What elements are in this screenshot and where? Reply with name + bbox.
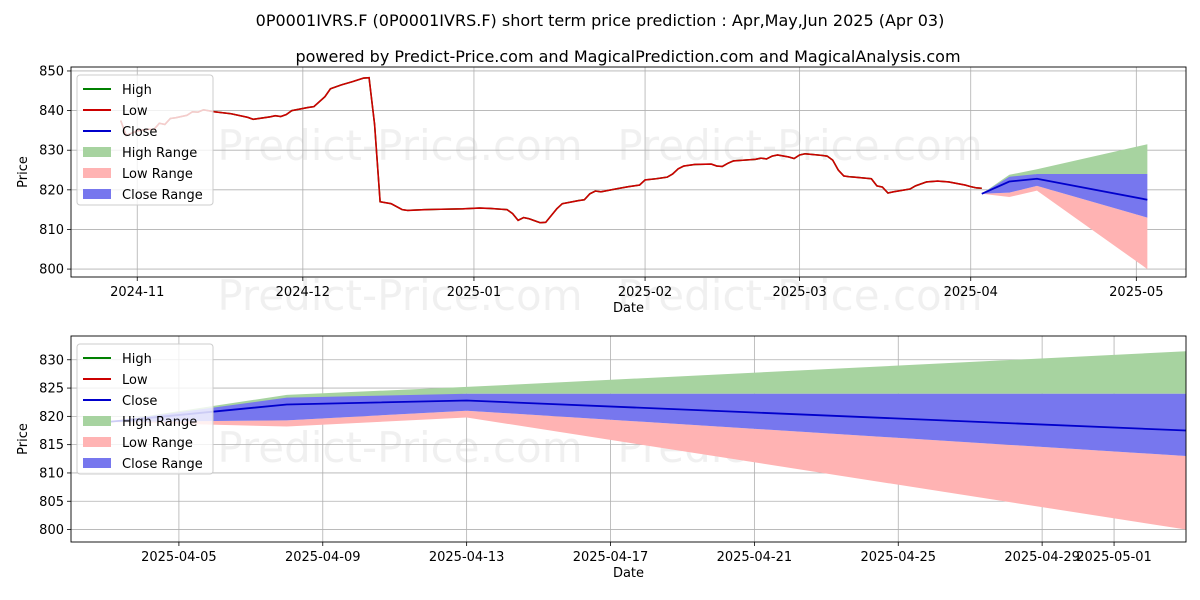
legend-label: High — [122, 83, 152, 98]
plot-frame — [70, 335, 1187, 543]
series-layer — [119, 76, 1148, 270]
x-tick-label: 2025-04-25 — [860, 550, 936, 565]
x-tick-label: 2024-12 — [276, 285, 330, 300]
close-line — [981, 177, 1148, 201]
y-tick-label: 830 — [39, 144, 64, 159]
watermark-text: Predict-Price.com — [217, 271, 582, 320]
legend-swatch-high-range — [83, 416, 111, 426]
x-axis-label: Date — [613, 566, 644, 581]
x-tick-label: 2025-03 — [772, 285, 826, 300]
legend-label: Low — [122, 104, 148, 119]
watermark-text: Predict-Price.com — [217, 121, 582, 170]
legend: High Low Close High Range Low Range Close Ran… — [76, 74, 214, 206]
x-axis-label: Date — [613, 301, 644, 316]
low-range-band — [981, 185, 1148, 270]
y-tick-label: 825 — [39, 382, 64, 397]
x-tick-label: 2025-04-09 — [285, 550, 361, 565]
x-tick-label: 2025-04-13 — [429, 550, 505, 565]
high-range-band — [106, 351, 1186, 423]
x-tick-label: 2025-01 — [447, 285, 501, 300]
y-tick-label: 800 — [39, 523, 64, 538]
close-range-band — [106, 393, 1186, 456]
legend-label: Low Range — [122, 436, 193, 451]
legend-label: High — [122, 352, 152, 367]
low-line — [119, 76, 982, 224]
x-tick-label: 2024-11 — [110, 285, 164, 300]
close-range-band — [981, 173, 1148, 218]
legend-label: Close Range — [122, 457, 203, 472]
x-tick-label: 2025-02 — [618, 285, 672, 300]
chart-title: 0P0001IVRS.F (0P0001IVRS.F) short term p… — [256, 11, 945, 30]
plot-frame — [70, 66, 1187, 278]
legend-swatch-low-range — [83, 168, 111, 178]
x-tick-label: 2025-04-17 — [573, 550, 649, 565]
x-tick-label: 2025-04-21 — [717, 550, 793, 565]
legend: High Low Close High Range Low Range Close Ran… — [76, 343, 214, 475]
x-tick-label: 2025-04 — [944, 285, 998, 300]
legend-label: Close Range — [122, 188, 203, 203]
plot-area — [71, 67, 1186, 277]
low-range-band — [106, 410, 1186, 530]
y-axis-label: Price — [16, 156, 31, 188]
y-tick-label: 840 — [39, 104, 64, 119]
x-tick-label: 2025-04-05 — [141, 550, 217, 565]
y-tick-label: 805 — [39, 495, 64, 510]
legend-label: Close — [122, 125, 157, 140]
legend-label: Close — [122, 394, 157, 409]
y-tick-label: 815 — [39, 438, 64, 453]
forecast-zoom-panel: Predict-Price.comPredict-Price.com2025-0… — [16, 335, 1187, 581]
y-tick-label: 820 — [39, 183, 64, 198]
y-tick-label: 820 — [39, 410, 64, 425]
y-tick-label: 810 — [39, 466, 64, 481]
legend-swatch-high-range — [83, 147, 111, 157]
full-range-panel: Predict-Price.com Predict-Price.comPredic… — [16, 64, 1187, 320]
legend-label: Low — [122, 373, 148, 388]
high-range-band — [981, 144, 1148, 194]
y-axis-label: Price — [16, 423, 31, 455]
watermark-text: Predict-Price.com — [217, 423, 582, 472]
legend-swatch-close-range — [83, 458, 111, 468]
legend-label: High Range — [122, 146, 197, 161]
x-tick-label: 2025-05 — [1109, 285, 1163, 300]
legend-label: High Range — [122, 415, 197, 430]
legend-swatch-low-range — [83, 437, 111, 447]
x-tick-label: 2025-04-29 — [1004, 550, 1080, 565]
y-tick-label: 830 — [39, 353, 64, 368]
y-tick-label: 810 — [39, 223, 64, 238]
y-tick-label: 850 — [39, 64, 64, 79]
legend-label: Low Range — [122, 167, 193, 182]
chart-subtitle: powered by Predict-Price.com and Magical… — [295, 47, 960, 66]
x-tick-label: 2025-05-01 — [1076, 550, 1152, 565]
y-tick-label: 800 — [39, 263, 64, 278]
legend-swatch-close-range — [83, 189, 111, 199]
